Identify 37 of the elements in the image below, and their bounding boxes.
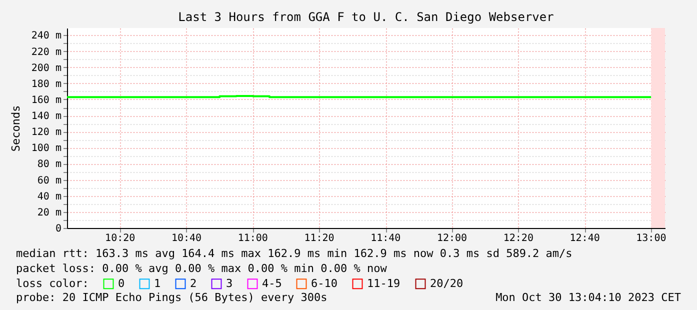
y-tick-label: 200 m — [31, 62, 62, 74]
x-tick-label: 13:00 — [636, 233, 666, 244]
text: probe: 20 ICMP Echo Pings (56 Bytes) every 300s — [16, 291, 328, 304]
y-tick-label: 220 m — [31, 46, 62, 58]
legend-label: 0 — [118, 276, 125, 290]
x-tick-label: 10:20 — [105, 233, 136, 244]
y-tick-label: 80 m — [37, 159, 62, 170]
legend-label: 3 — [226, 276, 233, 290]
x-tick-label: 11:20 — [304, 233, 334, 244]
y-tick-label: 60 m — [37, 175, 62, 186]
y-tick-label: 180 m — [31, 78, 62, 90]
legend-label: 11-19 — [367, 276, 400, 290]
x-tick-label: 10:40 — [171, 233, 202, 244]
legend-label: 20/20 — [430, 276, 464, 290]
x-tick-label: 12:20 — [503, 233, 534, 244]
legend-title: loss color: — [16, 277, 89, 290]
x-tick-label: 12:40 — [570, 233, 600, 244]
legend-label: 6-10 — [311, 276, 338, 290]
text: median rtt: 163.3 ms avg 164.4 ms max 162.9 ms min 162.9 ms now 0.3 ms sd 589.2 am/s — [16, 247, 572, 260]
y-axis-title: Seconds — [9, 105, 22, 152]
y-tick-label: 120 m — [31, 127, 62, 138]
legend-label: 2 — [190, 276, 197, 290]
text: packet loss: 0.00 % avg 0.00 % max 0.00 % min 0.00 % now — [16, 262, 388, 275]
x-tick-label: 12:00 — [436, 233, 468, 244]
y-tick-label: 100 m — [31, 143, 62, 154]
y-tick-label: 240 m — [31, 30, 62, 42]
legend-label: 1 — [154, 276, 161, 290]
y-tick-label: 20 m — [37, 207, 62, 218]
x-tick-label: 11:00 — [238, 233, 268, 244]
text: Mon Oct 30 13:04:10 2023 CET — [496, 291, 682, 304]
chart-title: Last 3 Hours from GGA F to U. C. San Diego Webserver — [178, 10, 554, 24]
y-tick-label: 140 m — [31, 111, 62, 122]
legend-label: 4-5 — [262, 276, 282, 290]
x-tick-label: 11:40 — [370, 233, 401, 244]
y-tick-label: 160 m — [31, 94, 62, 106]
y-tick-label: 40 m — [37, 191, 62, 202]
y-tick-label: 0 — [55, 224, 62, 234]
